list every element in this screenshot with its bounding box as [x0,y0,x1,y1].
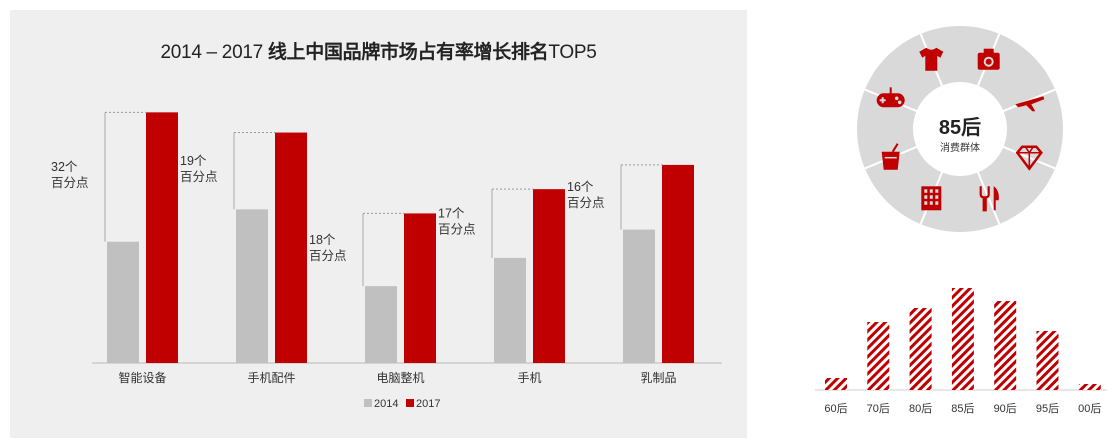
bar-2017 [146,112,178,363]
wheel-divider [1003,88,1056,112]
chart-title: 2014 – 2017 线上中国品牌市场占有率增长排名TOP5 [10,37,747,64]
drink-cup-icon [881,143,900,170]
growth-annotation: 18个 [309,233,336,247]
hist-label: 90后 [994,402,1017,415]
hist-bar [825,378,847,390]
growth-annotation: 16个 [567,180,594,194]
legend-swatch-2017 [406,399,414,407]
wheel-center [913,82,1007,176]
growth-annotation: 百分点 [567,196,605,210]
growth-annotation: 百分点 [180,170,218,184]
growth-annotation: 32个 [51,160,78,174]
growth-annotation: 17个 [438,207,465,221]
airplane-icon [1015,96,1045,112]
wheel-divider [977,172,1001,225]
generation-histogram: 60后 70后 80后 85后 90后 95后 00后 [815,288,1107,415]
market-share-bar-chart: 智能设备32个百分点手机配件19个百分点电脑整机18个百分点手机17个百分点乳制… [51,111,722,410]
category-label: 电脑整机 [376,370,424,385]
gamepad-icon [876,87,905,108]
bar-2014 [236,209,268,363]
hist-label: 95后 [1036,402,1059,415]
hist-label: 80后 [909,402,932,415]
hist-label: 70后 [867,402,890,415]
category-label: 乳制品 [640,371,676,385]
bar-2017 [662,164,694,363]
legend-swatch-2014 [364,399,372,407]
growth-annotation: 百分点 [309,249,347,263]
hist-bar [909,308,932,390]
bar-2014 [107,241,139,363]
wheel-center-title: 85后 [939,116,981,139]
hist-bar [1036,331,1059,390]
legend-label-2014: 2014 [374,398,398,410]
hist-label: 00后 [1078,402,1101,415]
title-suffix: TOP5 [548,42,597,63]
growth-annotation: 19个 [180,154,207,168]
bar-2017 [533,189,565,363]
tshirt-icon [919,47,944,71]
category-label: 手机配件 [247,371,295,385]
legend-label-2017: 2017 [416,398,440,410]
bar-2017 [275,132,307,363]
hist-bar [1078,384,1101,390]
building-icon [921,186,942,211]
hist-bar [951,288,974,390]
camera-icon [977,48,1000,70]
wheel-center-subtitle: 消费群体 [940,141,980,154]
hist-bar [867,322,890,390]
bar-2017 [404,213,436,363]
chart-panel: 2014 – 2017 线上中国品牌市场占有率增长排名TOP5 智能设备 32个百… [10,10,747,438]
bar-2014 [494,257,526,363]
bar-2014 [623,229,655,363]
hist-bar [994,301,1017,390]
hist-label: 85后 [951,402,974,415]
hist-label: 60后 [824,402,847,415]
growth-annotation: 百分点 [51,176,89,190]
title-main: 线上中国品牌市场占有率增长排名 [267,42,549,63]
category-label: 智能设备 [118,370,166,385]
growth-annotation: 百分点 [438,223,476,237]
category-label: 手机 [517,371,541,385]
bar-2014 [365,286,397,363]
fork-knife-icon [979,186,999,212]
diamond-icon [1015,145,1043,171]
title-years: 2014 – 2017 [160,42,268,63]
